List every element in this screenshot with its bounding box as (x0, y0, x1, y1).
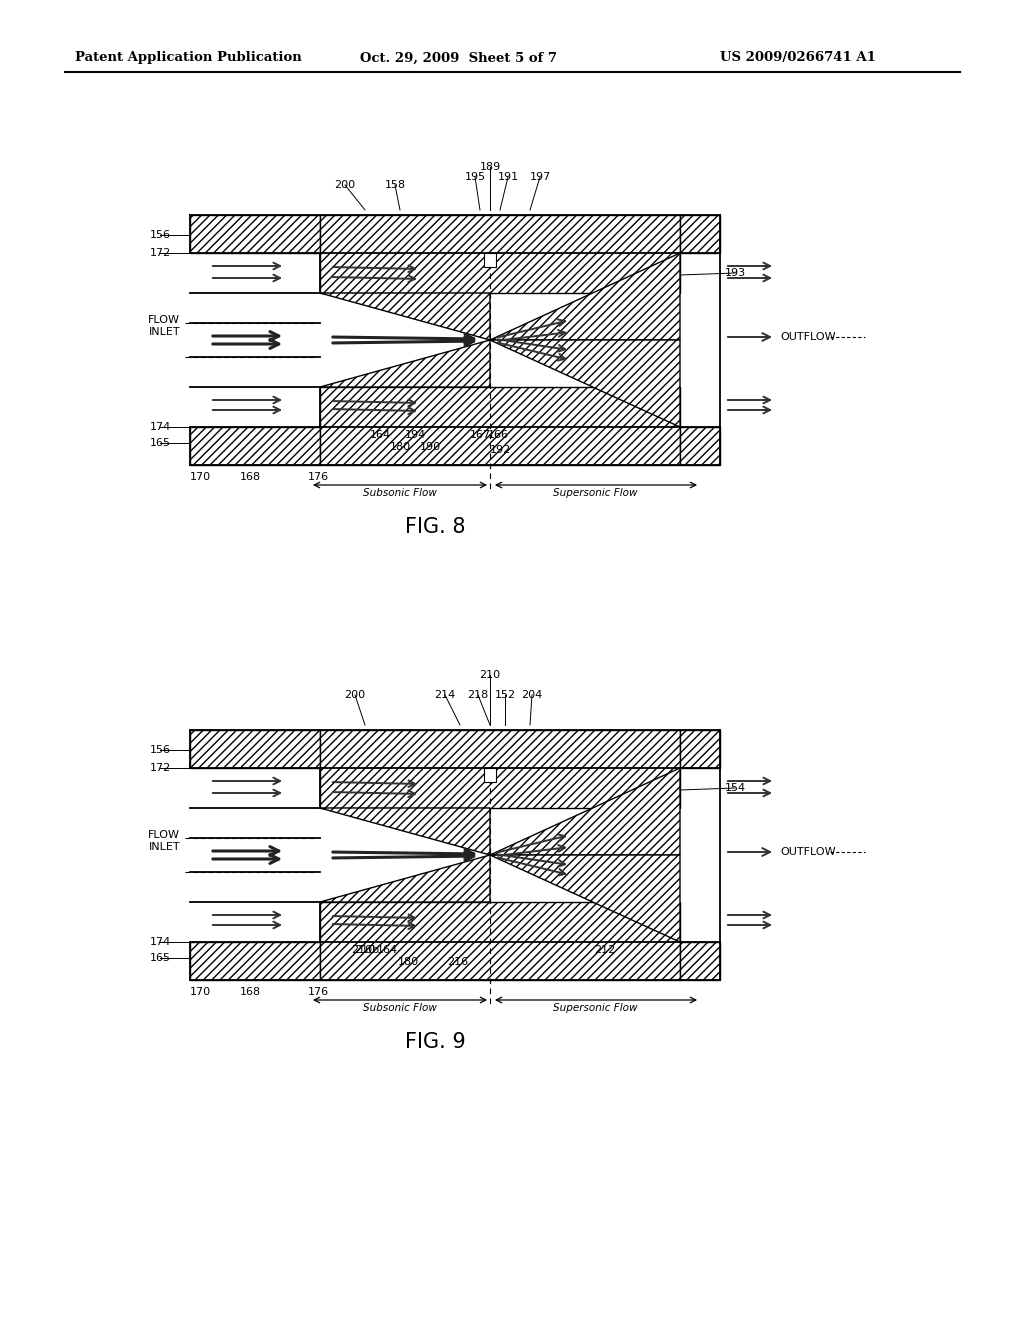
Text: 197: 197 (529, 172, 551, 182)
Text: 195: 195 (465, 172, 485, 182)
Bar (319, 387, 680, 465)
Text: 176: 176 (308, 987, 329, 997)
Bar (484, 768, 496, 781)
Text: 191: 191 (498, 172, 518, 182)
Text: FLOW: FLOW (148, 830, 180, 840)
Polygon shape (319, 808, 490, 855)
Bar (680, 730, 720, 768)
Text: 218: 218 (467, 690, 488, 700)
Bar (680, 942, 720, 979)
Bar (190, 730, 319, 768)
Text: 194: 194 (404, 430, 426, 440)
Text: 172: 172 (150, 763, 171, 774)
Text: 210: 210 (354, 945, 376, 954)
Text: 200: 200 (344, 690, 366, 700)
Text: 168: 168 (240, 473, 260, 482)
Text: FIG. 9: FIG. 9 (404, 1032, 465, 1052)
Text: 167: 167 (469, 430, 490, 440)
Text: 156: 156 (150, 744, 171, 755)
Text: OUTFLOW: OUTFLOW (780, 847, 836, 857)
Text: Supersonic Flow: Supersonic Flow (553, 1003, 637, 1012)
Text: 174: 174 (150, 422, 171, 432)
Bar (319, 215, 680, 293)
Polygon shape (490, 253, 680, 341)
Text: 192: 192 (489, 445, 511, 455)
Polygon shape (490, 341, 680, 426)
Text: Oct. 29, 2009  Sheet 5 of 7: Oct. 29, 2009 Sheet 5 of 7 (360, 51, 557, 65)
Bar (680, 426, 720, 465)
Text: Subsonic Flow: Subsonic Flow (364, 1003, 437, 1012)
Text: US 2009/0266741 A1: US 2009/0266741 A1 (720, 51, 876, 65)
Bar (190, 215, 319, 253)
Polygon shape (319, 855, 490, 902)
Text: Supersonic Flow: Supersonic Flow (553, 488, 637, 498)
Text: 170: 170 (189, 473, 211, 482)
Bar (190, 426, 319, 465)
Bar (680, 215, 720, 253)
Text: INLET: INLET (148, 842, 180, 851)
Polygon shape (490, 768, 680, 855)
Text: 210: 210 (479, 671, 501, 680)
Text: 172: 172 (150, 248, 171, 257)
Text: 190: 190 (420, 442, 440, 451)
Text: FLOW: FLOW (148, 315, 180, 325)
Text: 189: 189 (479, 162, 501, 172)
Text: 210b: 210b (351, 945, 379, 954)
Text: 152: 152 (495, 690, 515, 700)
Text: 168: 168 (240, 987, 260, 997)
Bar (484, 253, 496, 267)
Text: 180: 180 (397, 957, 419, 968)
Text: 212: 212 (594, 945, 615, 954)
Text: 193: 193 (724, 268, 745, 279)
Text: 214: 214 (434, 690, 456, 700)
Text: 166: 166 (487, 430, 509, 440)
Text: Patent Application Publication: Patent Application Publication (75, 51, 302, 65)
Text: INLET: INLET (148, 327, 180, 337)
Polygon shape (490, 855, 680, 942)
Text: 200: 200 (335, 180, 355, 190)
Text: 158: 158 (384, 180, 406, 190)
Text: Subsonic Flow: Subsonic Flow (364, 488, 437, 498)
Bar (319, 902, 680, 979)
Text: 170: 170 (189, 987, 211, 997)
Polygon shape (319, 341, 490, 387)
Text: 180: 180 (389, 442, 411, 451)
Text: OUTFLOW: OUTFLOW (780, 333, 836, 342)
Bar (190, 942, 319, 979)
Text: 165: 165 (150, 438, 171, 447)
Text: 165: 165 (150, 953, 171, 964)
Text: 176: 176 (308, 473, 329, 482)
Polygon shape (319, 293, 490, 341)
Text: 154: 154 (724, 783, 745, 793)
Text: 164: 164 (377, 945, 397, 954)
Text: FIG. 8: FIG. 8 (404, 517, 465, 537)
Text: 164: 164 (370, 430, 390, 440)
Text: 156: 156 (150, 230, 171, 240)
Text: 216: 216 (447, 957, 469, 968)
Bar (319, 730, 680, 808)
Text: 204: 204 (521, 690, 543, 700)
Text: 174: 174 (150, 937, 171, 946)
